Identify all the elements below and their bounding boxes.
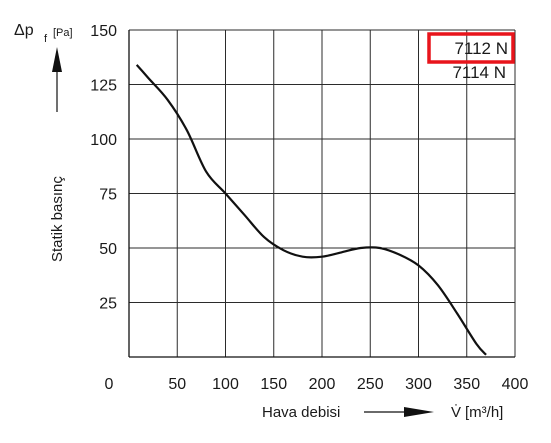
x-axis-symbol: V̇ — [451, 404, 461, 421]
y-axis-label-group: Statik basınç — [49, 176, 66, 262]
legend-entry: 7114 N — [452, 63, 506, 82]
series-line — [135, 64, 487, 356]
x-tick-label: 50 — [168, 376, 186, 393]
x-tick-label: 100 — [212, 376, 239, 393]
y-tick-label: 100 — [90, 132, 117, 149]
x-tick-label: 200 — [309, 376, 336, 393]
x-tick-label: 0 — [105, 376, 114, 393]
x-tick-label: 150 — [260, 376, 287, 393]
x-axis-unit: [m³/h] — [465, 404, 503, 421]
legend-highlight-box — [427, 32, 515, 64]
legend-entry: 7112 N — [454, 39, 508, 58]
x-tick-label: 250 — [357, 376, 384, 393]
x-axis-label: Hava debisi — [262, 404, 340, 421]
y-axis-subscript: f — [44, 33, 48, 45]
tick-labels: 0 50 100 150 200 250 300 350 400 25 50 75 100 125 150 — [90, 23, 528, 393]
y-tick-label: 75 — [99, 187, 117, 204]
y-axis-symbol: Δp — [14, 22, 34, 39]
axes — [128, 30, 515, 358]
y-tick-label: 125 — [90, 78, 117, 95]
x-tick-label: 300 — [405, 376, 432, 393]
x-tick-label: 350 — [453, 376, 480, 393]
x-axis-arrowhead — [404, 407, 434, 417]
grid — [129, 29, 516, 357]
y-tick-label: 25 — [99, 296, 117, 313]
y-tick-label: 50 — [99, 241, 117, 258]
y-axis-label: Statik basınç — [49, 176, 66, 262]
y-axis-arrowhead — [52, 47, 62, 72]
y-axis-unit: [Pa] — [53, 27, 73, 39]
y-tick-label: 150 — [90, 23, 117, 40]
x-tick-label: 400 — [502, 376, 529, 393]
